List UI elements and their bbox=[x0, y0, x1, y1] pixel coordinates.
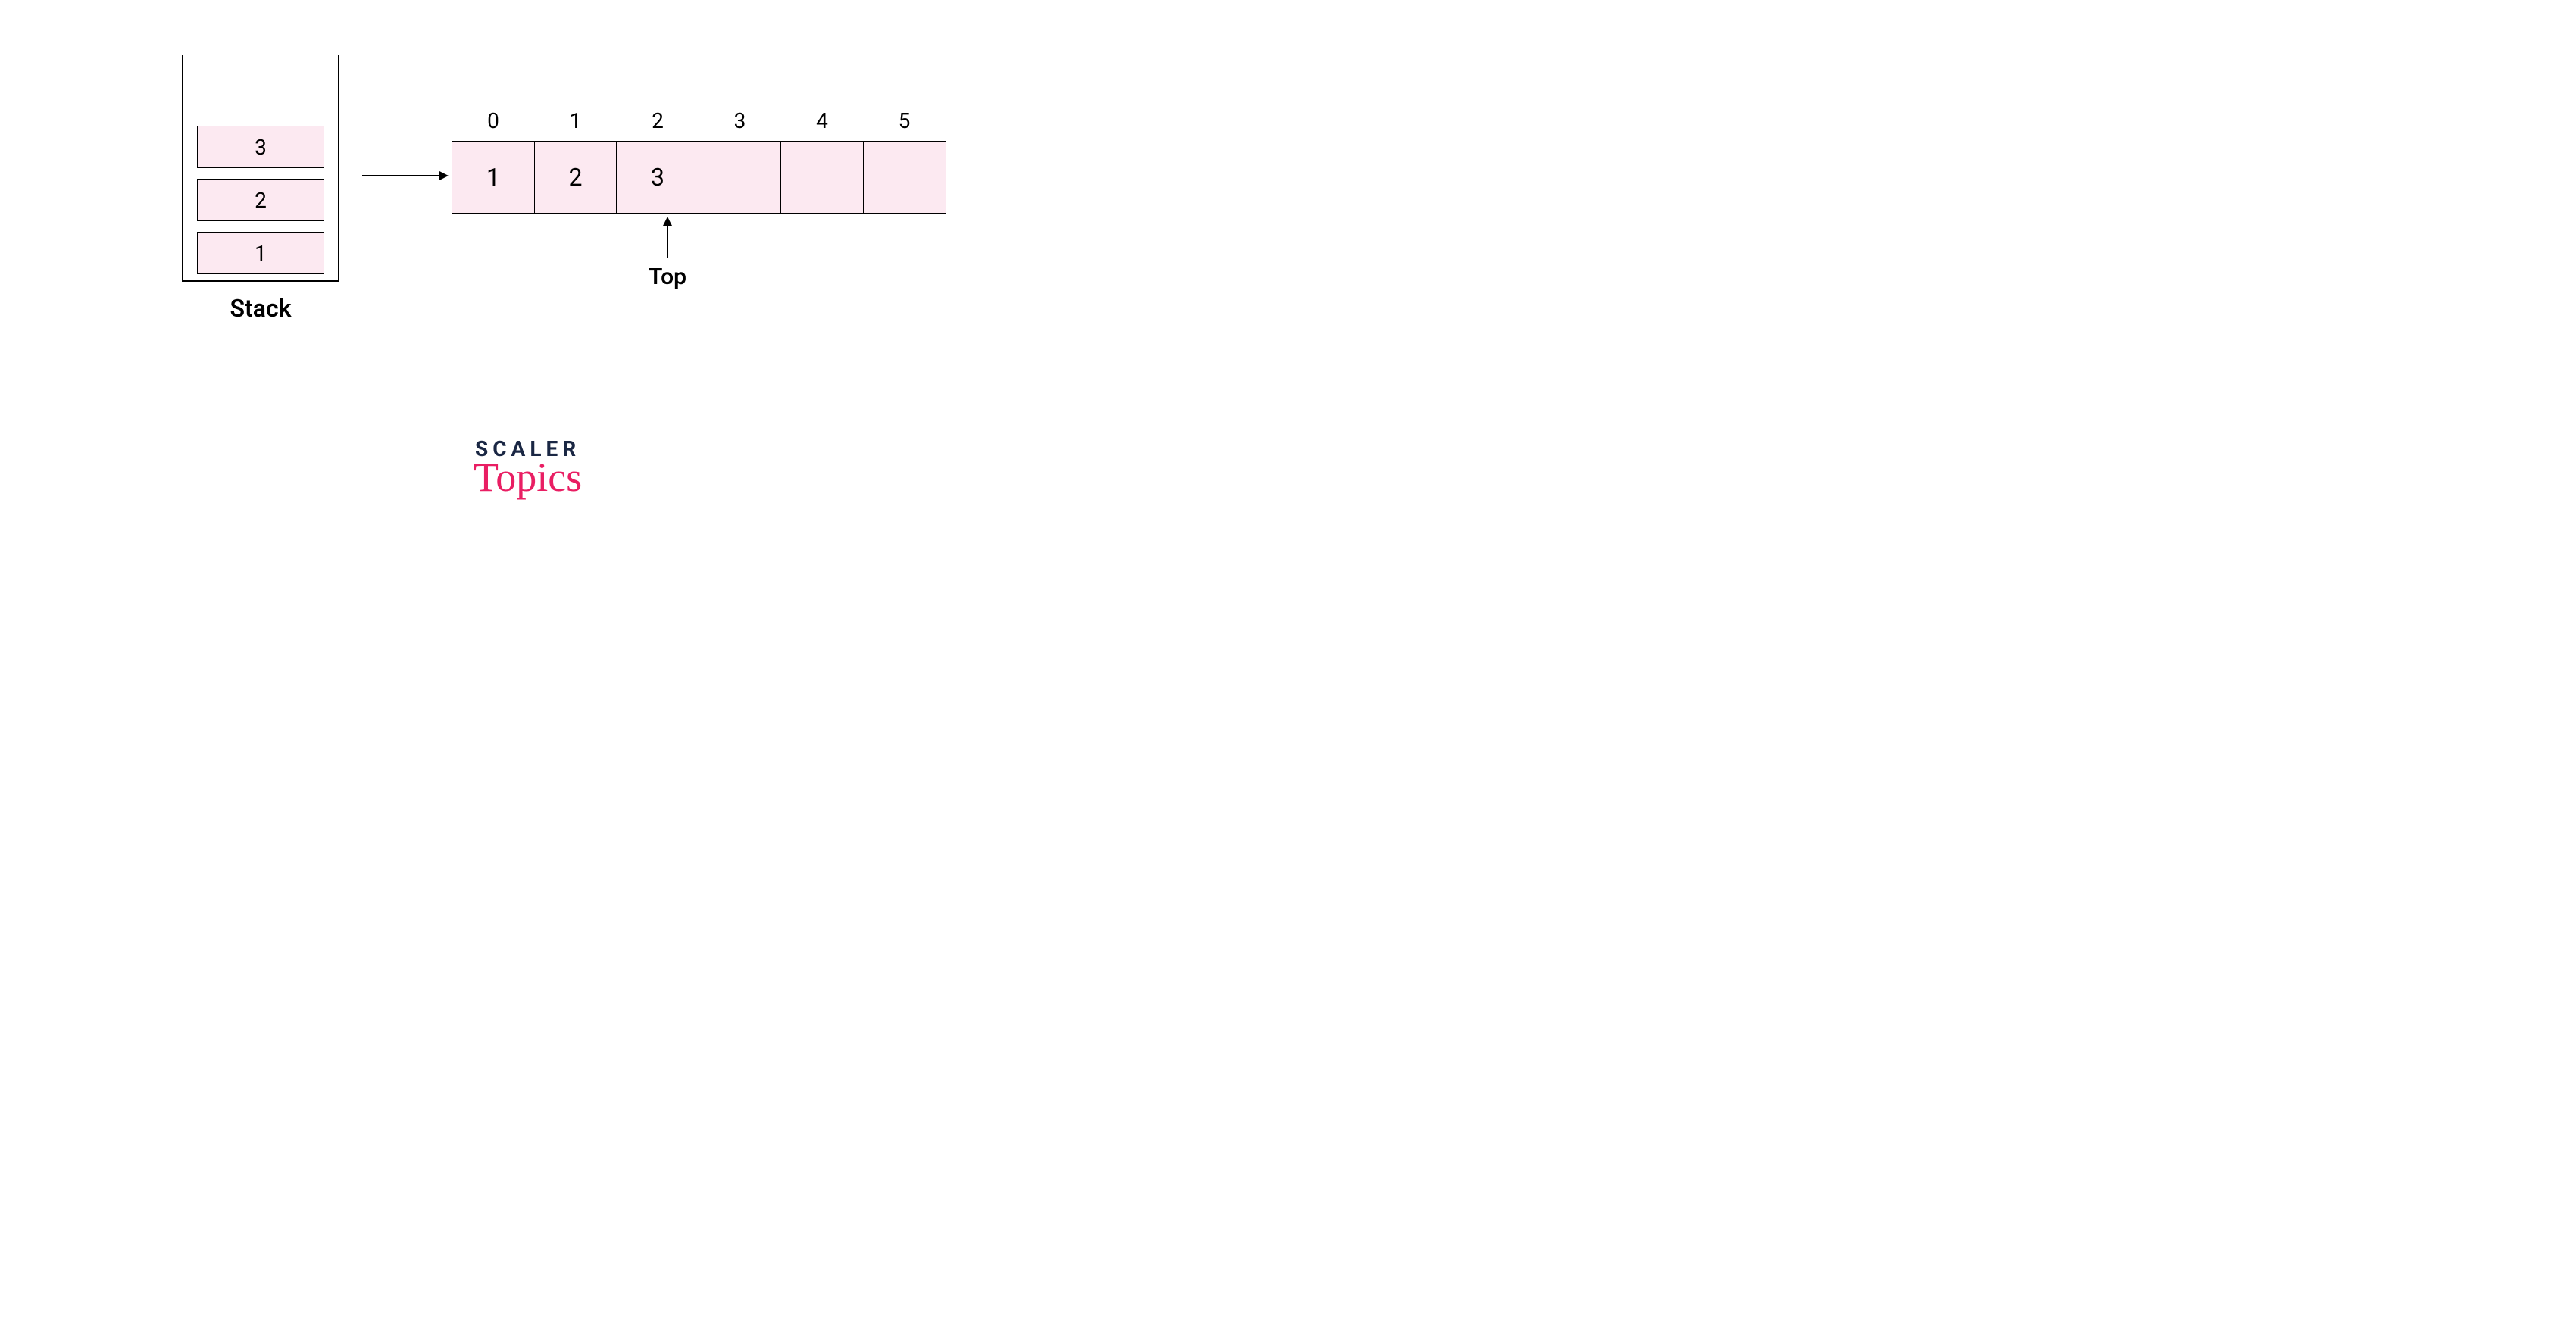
top-pointer: Top bbox=[649, 217, 686, 290]
array-cell bbox=[699, 141, 782, 214]
array-cell: 3 bbox=[616, 141, 699, 214]
array-cells-row: 1 2 3 bbox=[452, 141, 946, 214]
diagram-container: 3 2 1 Stack 0 1 2 3 4 5 1 2 3 bbox=[0, 0, 1136, 592]
stack-label: Stack bbox=[182, 294, 339, 323]
array-index: 4 bbox=[780, 108, 864, 133]
stack-item: 3 bbox=[197, 126, 324, 168]
array-index: 3 bbox=[699, 108, 782, 133]
arrow-stack-to-array bbox=[361, 167, 452, 188]
array-wrapper: 0 1 2 3 4 5 1 2 3 bbox=[452, 108, 946, 214]
top-label: Top bbox=[649, 264, 686, 290]
logo-line2: Topics bbox=[474, 454, 582, 501]
stack-item: 2 bbox=[197, 179, 324, 221]
scaler-topics-logo: SCALER Topics bbox=[474, 436, 582, 501]
array-cell bbox=[780, 141, 864, 214]
arrow-up-icon bbox=[658, 217, 677, 259]
stack-container: 3 2 1 bbox=[182, 55, 339, 282]
array-index: 0 bbox=[452, 108, 535, 133]
array-cell bbox=[863, 141, 946, 214]
array-cell: 1 bbox=[452, 141, 535, 214]
stack-wrapper: 3 2 1 Stack bbox=[182, 55, 339, 323]
array-indices-row: 0 1 2 3 4 5 bbox=[452, 108, 946, 133]
array-cell: 2 bbox=[534, 141, 617, 214]
arrow-right-icon bbox=[361, 167, 452, 185]
array-index: 5 bbox=[863, 108, 946, 133]
array-index: 2 bbox=[616, 108, 699, 133]
stack-item: 1 bbox=[197, 232, 324, 274]
array-index: 1 bbox=[534, 108, 617, 133]
